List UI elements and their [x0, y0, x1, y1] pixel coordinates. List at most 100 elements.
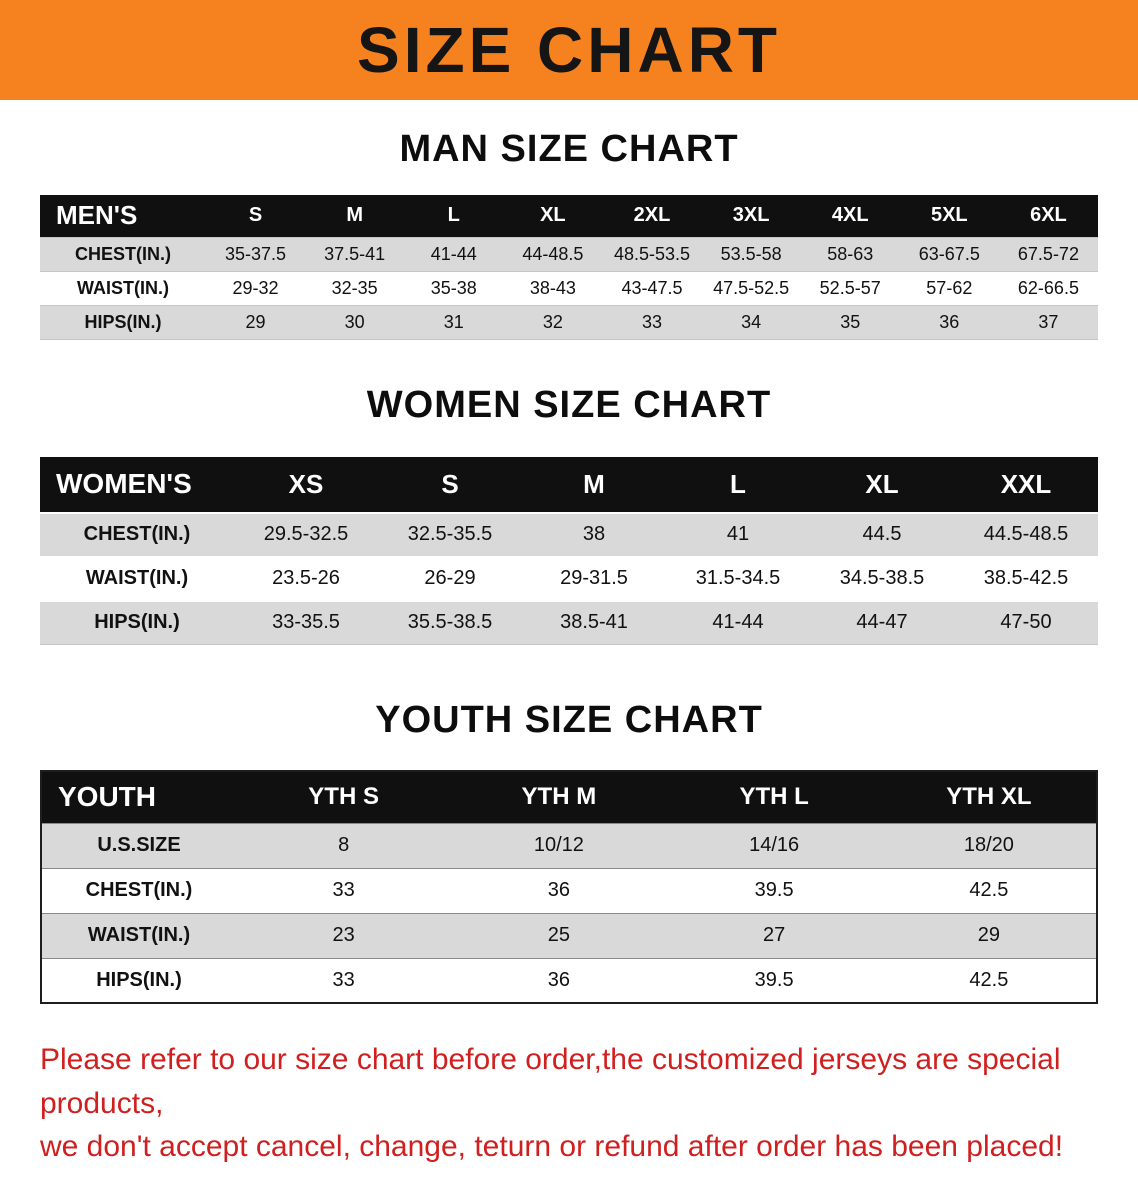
size-value-cell: 36 — [899, 304, 999, 340]
size-value-cell: 29-31.5 — [522, 555, 666, 601]
size-value-cell: 67.5-72 — [998, 236, 1098, 271]
size-column-header: XXL — [1000, 468, 1052, 499]
measurement-row-label: HIPS(IN.) — [41, 957, 236, 1003]
size-column-header: XS — [288, 468, 324, 499]
size-value-cell: 25 — [451, 912, 667, 958]
size-value-cell: 36 — [451, 867, 667, 913]
size-value-cell: 38-43 — [503, 270, 603, 305]
size-value-cell: 44-47 — [810, 599, 954, 645]
women-size-table: WOMEN'S XS S M L XL XXL CHEST(IN.) 29.5-32.5 32.5… — [40, 456, 1098, 645]
measurement-row: HIPS(IN.) 33-35.5 35.5-38.5 38.5-41 41-44 44-… — [40, 599, 1098, 645]
size-value-cell: 35-37.5 — [206, 236, 306, 271]
size-value-cell: 35.5-38.5 — [378, 599, 522, 645]
size-value-cell: 31.5-34.5 — [666, 555, 810, 601]
size-value-cell: 32.5-35.5 — [378, 511, 522, 557]
disclaimer-line: Please refer to our size chart before or… — [40, 1043, 1061, 1120]
men-size-table: MEN'S S M L XL 2XL 3XL 4XL 5XL 6XL CHEST(IN.) 35-37… — [40, 195, 1098, 340]
size-value-cell: 44.5 — [810, 511, 954, 557]
table-corner-label: WOMEN'S — [56, 468, 192, 499]
table-corner-label: YOUTH — [58, 781, 156, 813]
size-value-cell: 35-38 — [404, 270, 504, 305]
size-table-header-row: MEN'S S M L XL 2XL 3XL 4XL 5XL 6XL — [40, 195, 1098, 237]
measurement-row: CHEST(IN.) 29.5-32.5 32.5-35.5 38 41 44.5 44.5… — [40, 511, 1098, 557]
size-value-cell: 52.5-57 — [800, 270, 900, 305]
size-value-cell: 42.5 — [881, 867, 1097, 913]
size-value-cell: 41 — [666, 511, 810, 557]
measurement-row: HIPS(IN.) 29 30 31 32 33 34 35 36 37 — [40, 304, 1098, 340]
size-table-header-row: WOMEN'S XS S M L XL XXL — [40, 456, 1098, 513]
size-column-header: YTH L — [739, 783, 809, 811]
size-value-cell: 27 — [666, 912, 882, 958]
size-value-cell: 29 — [206, 304, 306, 340]
measurement-row: U.S.SIZE 8 10/12 14/16 18/20 — [41, 822, 1097, 868]
size-column-header: XL — [865, 468, 899, 499]
size-value-cell: 43-47.5 — [602, 270, 702, 305]
size-value-cell: 41-44 — [404, 236, 504, 271]
size-column-header: 5XL — [930, 204, 968, 227]
size-column-header: YTH S — [308, 783, 379, 811]
size-value-cell: 63-67.5 — [899, 236, 999, 271]
size-column-header: S — [441, 468, 459, 499]
size-value-cell: 53.5-58 — [701, 236, 801, 271]
size-value-cell: 29 — [881, 912, 1097, 958]
measurement-row: WAIST(IN.) 29-32 32-35 35-38 38-43 43-47.5 47.… — [40, 270, 1098, 305]
size-value-cell: 44.5-48.5 — [954, 511, 1098, 557]
size-value-cell: 37.5-41 — [305, 236, 405, 271]
size-column-header: XL — [540, 204, 566, 227]
disclaimer: Please refer to our size chart before or… — [0, 1038, 1138, 1183]
size-value-cell: 39.5 — [666, 957, 882, 1003]
size-table-header-row: YOUTH YTH S YTH M YTH L YTH XL — [41, 771, 1097, 823]
size-value-cell: 33-35.5 — [234, 599, 378, 645]
measurement-row: HIPS(IN.) 33 36 39.5 42.5 — [41, 957, 1097, 1003]
size-value-cell: 34.5-38.5 — [810, 555, 954, 601]
size-value-cell: 34 — [701, 304, 801, 340]
youth-section-title: YOUTH SIZE CHART — [375, 699, 763, 741]
size-value-cell: 36 — [451, 957, 667, 1003]
size-value-cell: 47.5-52.5 — [701, 270, 801, 305]
size-value-cell: 33 — [236, 867, 452, 913]
youth-size-table: YOUTH YTH S YTH M YTH L YTH XL U.S.SIZE 8 10/12… — [40, 770, 1098, 1004]
size-column-header: 2XL — [633, 204, 671, 227]
size-value-cell: 38.5-41 — [522, 599, 666, 645]
size-value-cell: 31 — [404, 304, 504, 340]
size-value-cell: 41-44 — [666, 599, 810, 645]
size-value-cell: 10/12 — [451, 822, 667, 868]
size-value-cell: 33 — [602, 304, 702, 340]
banner-title: SIZE CHART — [357, 14, 781, 86]
women-section-title: WOMEN SIZE CHART — [366, 383, 772, 426]
size-value-cell: 44-48.5 — [503, 236, 603, 271]
measurement-row: WAIST(IN.) 23.5-26 26-29 29-31.5 31.5-34.5 34… — [40, 555, 1098, 601]
size-column-header: M — [346, 204, 363, 227]
measurement-row-label: HIPS(IN.) — [40, 304, 206, 340]
measurement-row-label: WAIST(IN.) — [40, 555, 234, 601]
measurement-row-label: WAIST(IN.) — [40, 270, 206, 305]
size-column-header: 3XL — [732, 204, 770, 227]
measurement-row: CHEST(IN.) 33 36 39.5 42.5 — [41, 867, 1097, 913]
size-value-cell: 32 — [503, 304, 603, 340]
size-column-header: YTH M — [521, 783, 597, 811]
size-chart-banner: SIZE CHART — [0, 0, 1138, 100]
size-value-cell: 38.5-42.5 — [954, 555, 1098, 601]
size-value-cell: 48.5-53.5 — [602, 236, 702, 271]
size-value-cell: 29.5-32.5 — [234, 511, 378, 557]
size-value-cell: 42.5 — [881, 957, 1097, 1003]
size-value-cell: 23.5-26 — [234, 555, 378, 601]
size-column-header: M — [583, 468, 605, 499]
size-value-cell: 57-62 — [899, 270, 999, 305]
size-value-cell: 23 — [236, 912, 452, 958]
size-column-header: 6XL — [1030, 204, 1067, 227]
measurement-row: CHEST(IN.) 35-37.5 37.5-41 41-44 44-48.5 48.5… — [40, 236, 1098, 271]
size-value-cell: 29-32 — [206, 270, 306, 305]
size-value-cell: 58-63 — [800, 236, 900, 271]
size-value-cell: 8 — [236, 822, 452, 868]
size-value-cell: 47-50 — [954, 599, 1098, 645]
size-value-cell: 32-35 — [305, 270, 405, 305]
size-value-cell: 14/16 — [666, 822, 882, 868]
size-value-cell: 38 — [522, 511, 666, 557]
size-value-cell: 26-29 — [378, 555, 522, 601]
size-column-header: S — [248, 204, 263, 227]
size-value-cell: 18/20 — [881, 822, 1097, 868]
size-column-header: 4XL — [831, 204, 869, 227]
size-value-cell: 39.5 — [666, 867, 882, 913]
size-value-cell: 35 — [800, 304, 900, 340]
